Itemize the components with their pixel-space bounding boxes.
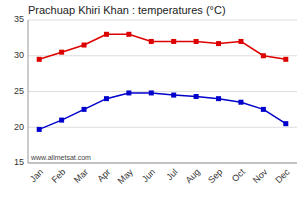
point-marker [59,50,64,55]
point-marker [216,41,221,46]
point-marker [82,107,87,112]
point-marker [104,32,109,37]
point-marker [261,107,266,112]
x-tick-label: Aug [184,167,202,185]
point-marker [283,57,288,62]
point-marker [171,93,176,98]
plot-area [37,32,289,132]
point-marker [194,94,199,99]
y-axis-line [28,20,29,163]
point-marker [104,96,109,101]
x-axis: Jan FebMar AprMay Jun Jul AugSep OctNovDec [28,167,292,186]
point-marker [126,90,131,95]
y-tick-label: 25 [14,86,24,96]
x-tick-label: Dec [273,167,292,186]
watermark: www.allmetsat.com [30,154,91,161]
x-tick-label: Apr [95,167,112,184]
point-marker [126,32,131,37]
x-axis-line [28,163,297,164]
point-marker [82,43,87,48]
point-marker [149,39,154,44]
point-marker [171,39,176,44]
point-marker [283,121,288,126]
y-tick-label: 20 [14,122,24,132]
x-tick-label: Jan [28,167,45,184]
point-marker [194,39,199,44]
chart: 15 20 25 30 35 Jan FebMar AprMay Jun Jul AugSep Oct… [0,0,305,200]
point-marker [149,90,154,95]
point-marker [238,100,243,105]
x-tick-label: Sep [206,167,224,185]
y-tick-label: 30 [14,50,24,60]
x-tick-label: Nov [251,167,270,186]
grid-line [28,163,297,164]
x-tick-label: Feb [50,167,68,185]
y-tick-label: 35 [14,14,24,24]
series-line [39,93,286,129]
title: Prachuap Khiri Khan : temperatures (°C) [28,4,226,16]
point-marker [37,57,42,62]
series-line [39,34,286,59]
y-tick-label: 15 [14,157,24,167]
point-marker [59,118,64,123]
point-marker [261,53,266,58]
x-tick-label: Jun [140,167,157,184]
x-tick-label: Mar [72,167,90,185]
point-marker [216,96,221,101]
point-marker [238,39,243,44]
point-marker [37,127,42,132]
x-tick-label: May [116,167,135,186]
x-tick-label: Jul [164,167,179,182]
grid-line [28,127,297,128]
grid-line [28,55,297,56]
grid-line [28,20,297,21]
y-axis: 15 20 25 30 35 [14,14,297,167]
chart-container: 15 20 25 30 35 Jan FebMar AprMay Jun Jul AugSep Oct… [0,0,305,200]
grid-line [28,91,297,92]
x-tick-label: Oct [230,167,247,184]
